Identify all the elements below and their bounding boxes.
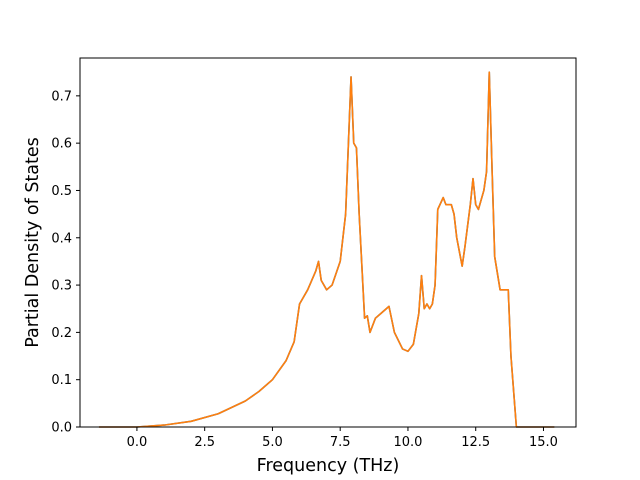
y-tick-label: 0.1 <box>51 373 72 388</box>
x-tick-label: 10.0 <box>393 435 422 450</box>
x-tick-label: 12.5 <box>461 435 490 450</box>
series-line-2 <box>98 71 555 428</box>
y-tick-label: 0.4 <box>51 231 72 246</box>
y-tick-label: 0.2 <box>51 326 72 341</box>
y-tick-label: 0.5 <box>51 184 72 199</box>
x-tick-label: 7.5 <box>330 435 351 450</box>
x-axis-ticks: 0.0 2.5 5.0 7.5 10.0 12.5 15.0 <box>127 427 558 450</box>
y-tick-label: 0.6 <box>51 137 72 152</box>
series-layer <box>98 71 555 428</box>
y-tick-label: 0.3 <box>51 279 72 294</box>
y-tick-label: 0.0 <box>51 421 72 436</box>
y-tick-label: 0.7 <box>51 89 72 104</box>
x-tick-label: 15.0 <box>529 435 558 450</box>
axes-frame <box>79 57 577 428</box>
x-axis-title: Frequency (THz) <box>257 456 400 476</box>
y-axis-title: Partial Density of States <box>23 137 43 348</box>
x-tick-label: 2.5 <box>194 435 215 450</box>
x-tick-label: 5.0 <box>262 435 283 450</box>
y-axis-ticks: 0.0 0.1 0.2 0.3 0.4 0.5 0.6 0.7 <box>51 89 80 436</box>
x-tick-label: 0.0 <box>127 435 148 450</box>
